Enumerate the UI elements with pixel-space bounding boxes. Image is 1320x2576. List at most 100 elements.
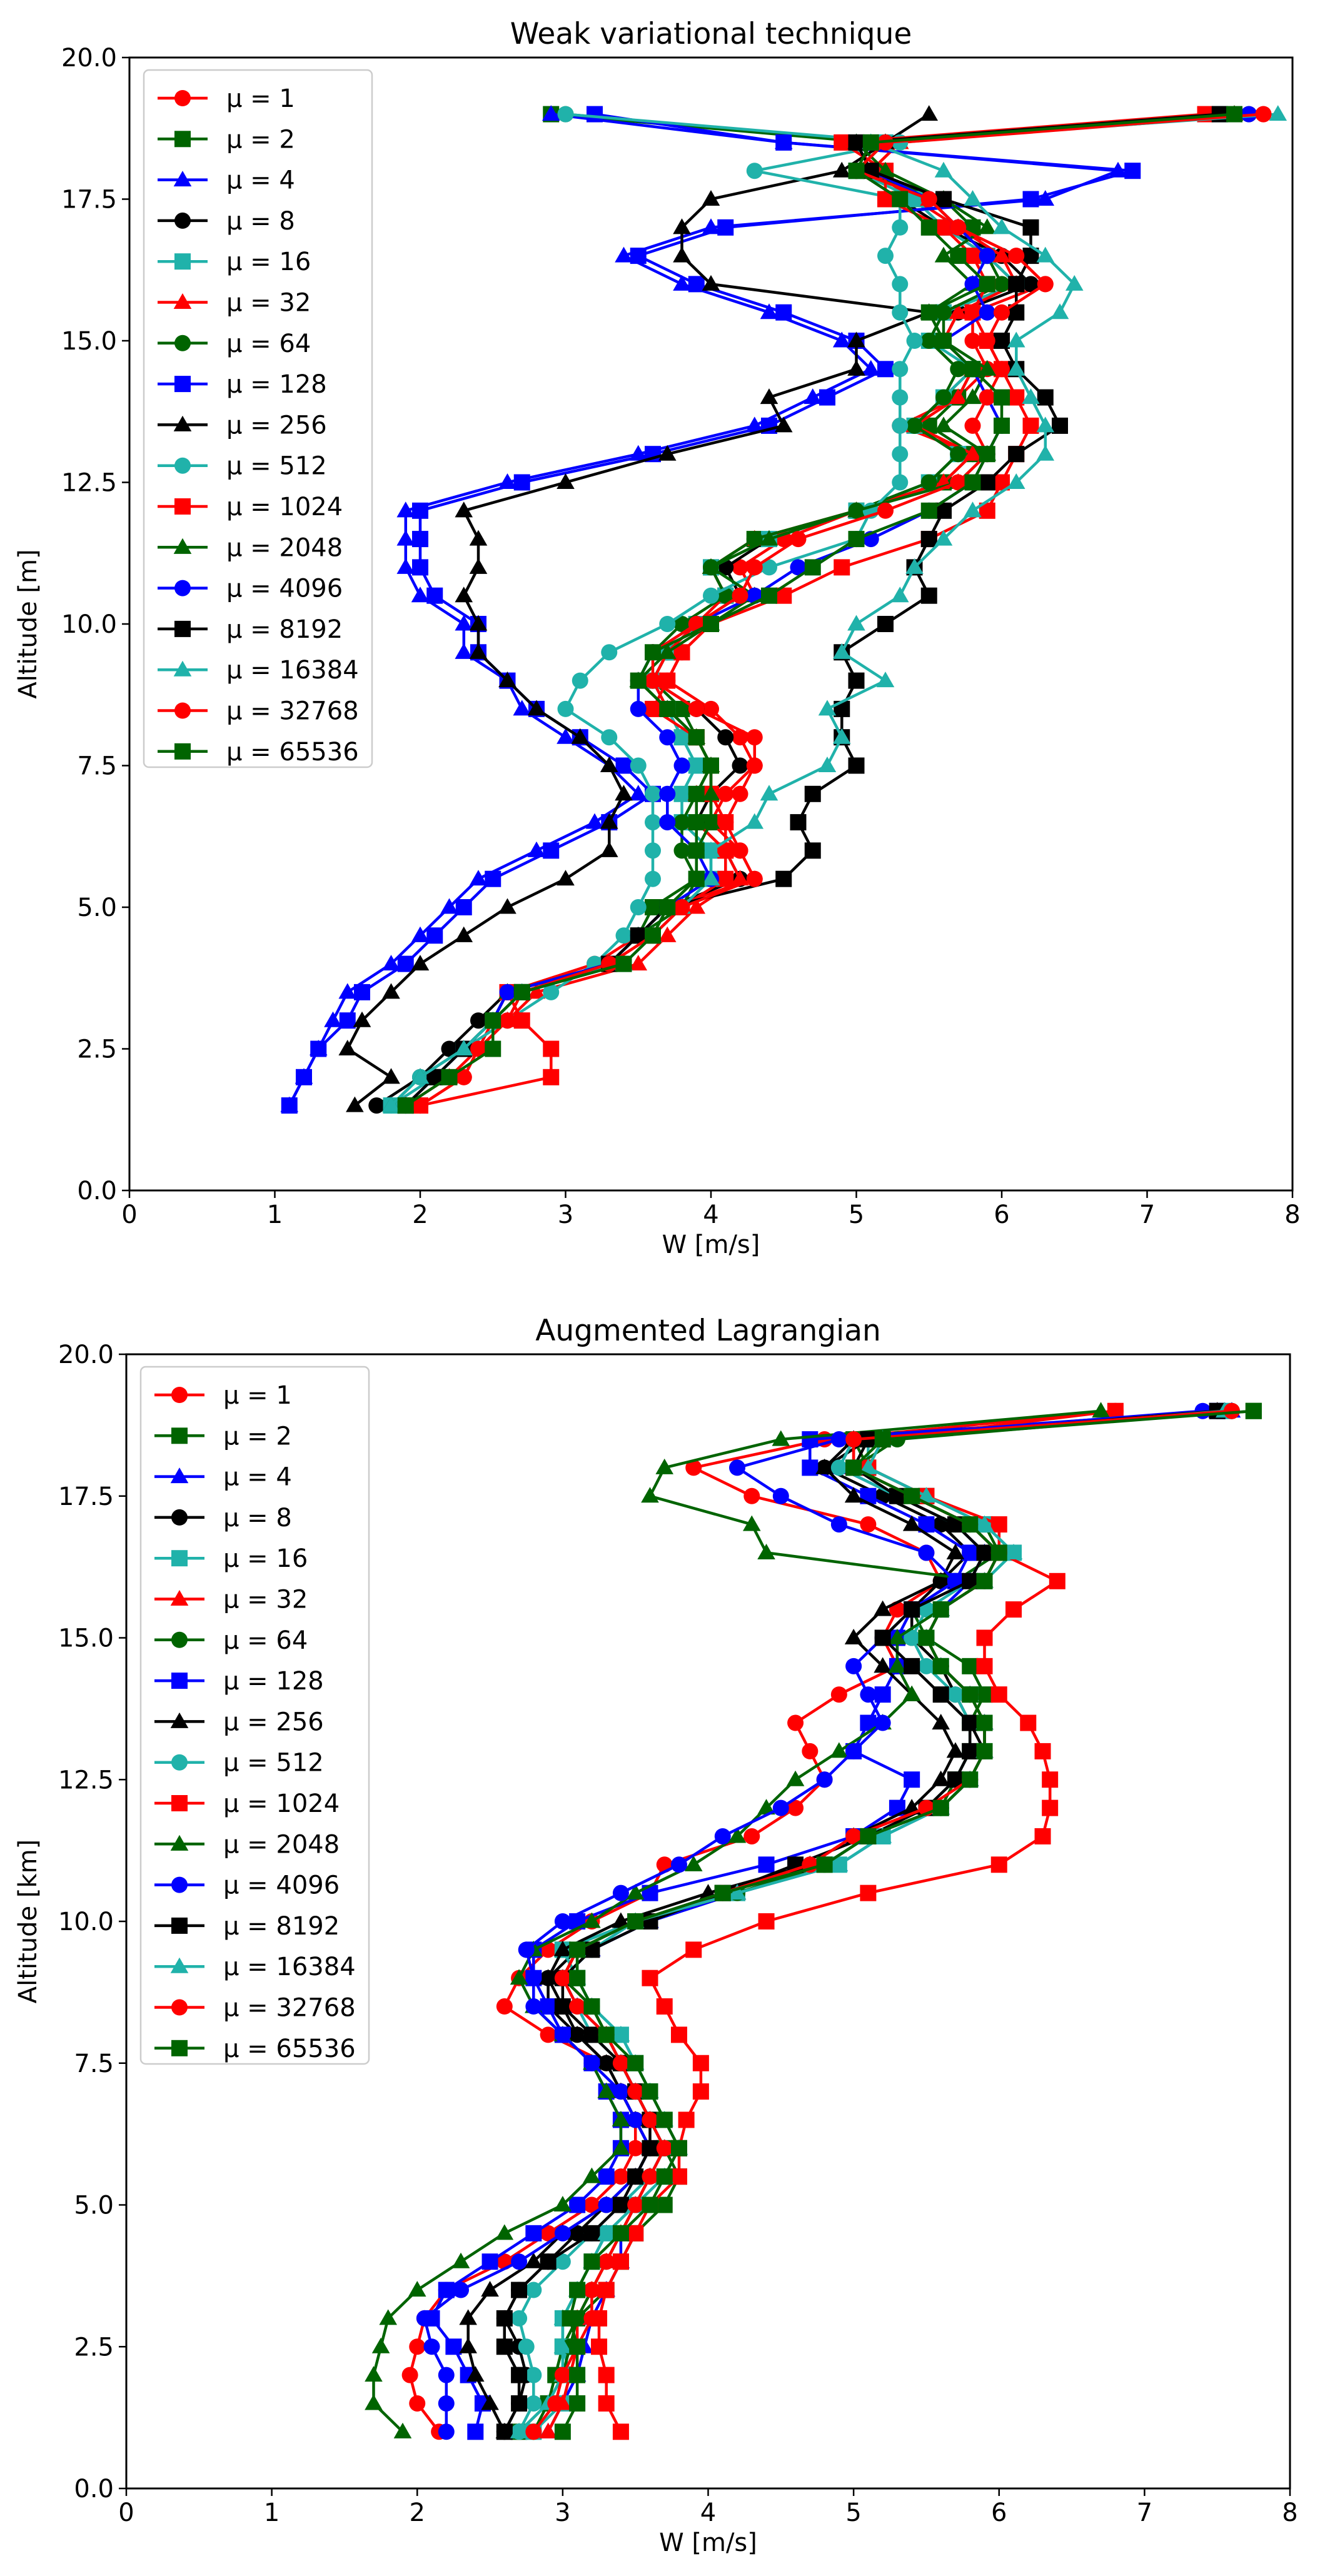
data-point — [455, 615, 473, 631]
data-point — [597, 2082, 615, 2098]
legend-label: μ = 16384 — [223, 1953, 356, 1981]
data-point — [527, 841, 546, 857]
data-point — [612, 2110, 630, 2126]
data-point — [645, 927, 661, 944]
series-11 — [591, 1402, 1124, 2440]
data-point — [659, 785, 676, 802]
data-point — [775, 870, 792, 887]
data-point — [934, 416, 953, 433]
legend-marker — [171, 1509, 188, 1526]
legend-marker — [174, 212, 191, 229]
data-point — [438, 2367, 455, 2383]
data-point — [658, 445, 677, 461]
data-point — [1036, 189, 1055, 206]
data-point — [920, 587, 937, 604]
data-point — [673, 785, 690, 802]
data-point — [543, 1040, 560, 1057]
data-point — [962, 1743, 979, 1759]
data-point — [906, 417, 923, 434]
data-point — [760, 785, 778, 801]
data-point — [1022, 388, 1040, 405]
x-tick-label: 6 — [991, 2498, 1007, 2527]
series-line — [390, 113, 1235, 1107]
legend-label: μ = 1024 — [226, 493, 343, 521]
data-point — [379, 2309, 398, 2325]
data-point — [772, 1487, 789, 1504]
x-tick-label: 5 — [849, 1200, 864, 1229]
data-point — [338, 983, 357, 999]
data-point — [1022, 219, 1039, 236]
x-tick-label: 7 — [1137, 2498, 1152, 2527]
data-point — [670, 2168, 687, 2185]
data-point — [932, 1686, 949, 1703]
legend-label: μ = 1 — [223, 1381, 292, 1410]
data-point — [1036, 445, 1055, 461]
series-11 — [412, 106, 1214, 1114]
data-point — [445, 2338, 462, 2355]
data-point — [920, 304, 937, 321]
data-point — [645, 899, 661, 915]
data-point — [877, 502, 894, 519]
data-point — [557, 700, 574, 717]
data-point — [438, 2395, 455, 2412]
data-point — [615, 955, 632, 972]
legend-marker — [174, 743, 191, 760]
legend-entry: μ = 8 — [154, 1504, 292, 1532]
series-16 — [412, 106, 1272, 1114]
legend-entry: μ = 1024 — [154, 1789, 340, 1818]
chart-title: Augmented Lagrangian — [535, 1314, 881, 1348]
legend-label: μ = 32768 — [226, 697, 359, 726]
data-point — [962, 1686, 979, 1703]
series-line — [561, 1409, 1254, 2433]
data-point — [976, 1544, 993, 1561]
legend-entry: μ = 32 — [154, 1586, 308, 1614]
series-line — [405, 113, 1235, 1107]
data-point — [1008, 446, 1025, 463]
legend-label: μ = 64 — [223, 1626, 308, 1655]
data-point — [382, 983, 400, 999]
data-point — [892, 417, 909, 434]
data-point — [1245, 1402, 1262, 1419]
data-point — [511, 2282, 528, 2298]
x-tick-label: 5 — [845, 2498, 861, 2527]
data-point — [848, 134, 865, 151]
data-point — [1037, 389, 1054, 406]
data-point — [658, 643, 677, 659]
legend-entry: μ = 65536 — [154, 2035, 356, 2063]
data-point — [834, 134, 850, 151]
data-point — [962, 1714, 979, 1731]
data-point — [630, 248, 647, 264]
data-point — [992, 218, 1011, 234]
data-point — [612, 1912, 630, 1928]
data-point — [892, 474, 909, 491]
data-point — [728, 1884, 747, 1900]
legend-entry: μ = 16384 — [154, 1953, 356, 1981]
data-point — [655, 1458, 674, 1474]
data-point — [354, 984, 370, 1000]
data-point — [539, 2422, 557, 2438]
legend-entry: μ = 4096 — [154, 1871, 340, 1900]
legend-entry: μ = 2 — [158, 125, 295, 154]
data-point — [557, 728, 575, 744]
data-point — [659, 814, 676, 831]
data-point — [396, 501, 415, 518]
data-point — [874, 1827, 892, 1843]
data-point — [469, 558, 488, 574]
data-point — [947, 1686, 964, 1703]
legend-label: μ = 4 — [223, 1463, 292, 1492]
data-point — [976, 1686, 993, 1703]
data-point — [627, 2083, 644, 2100]
data-point — [557, 870, 575, 886]
data-point — [645, 672, 661, 689]
data-point — [877, 248, 894, 264]
series-6 — [396, 105, 1244, 1112]
data-point — [547, 2395, 564, 2412]
data-point — [673, 246, 691, 263]
data-point — [904, 1771, 920, 1788]
legend-label: μ = 2048 — [223, 1830, 340, 1859]
legend-marker — [174, 457, 191, 474]
legend-entry: μ = 4 — [158, 166, 295, 195]
data-point — [802, 1743, 819, 1759]
legend-marker — [171, 1876, 188, 1893]
data-point — [583, 2282, 600, 2298]
